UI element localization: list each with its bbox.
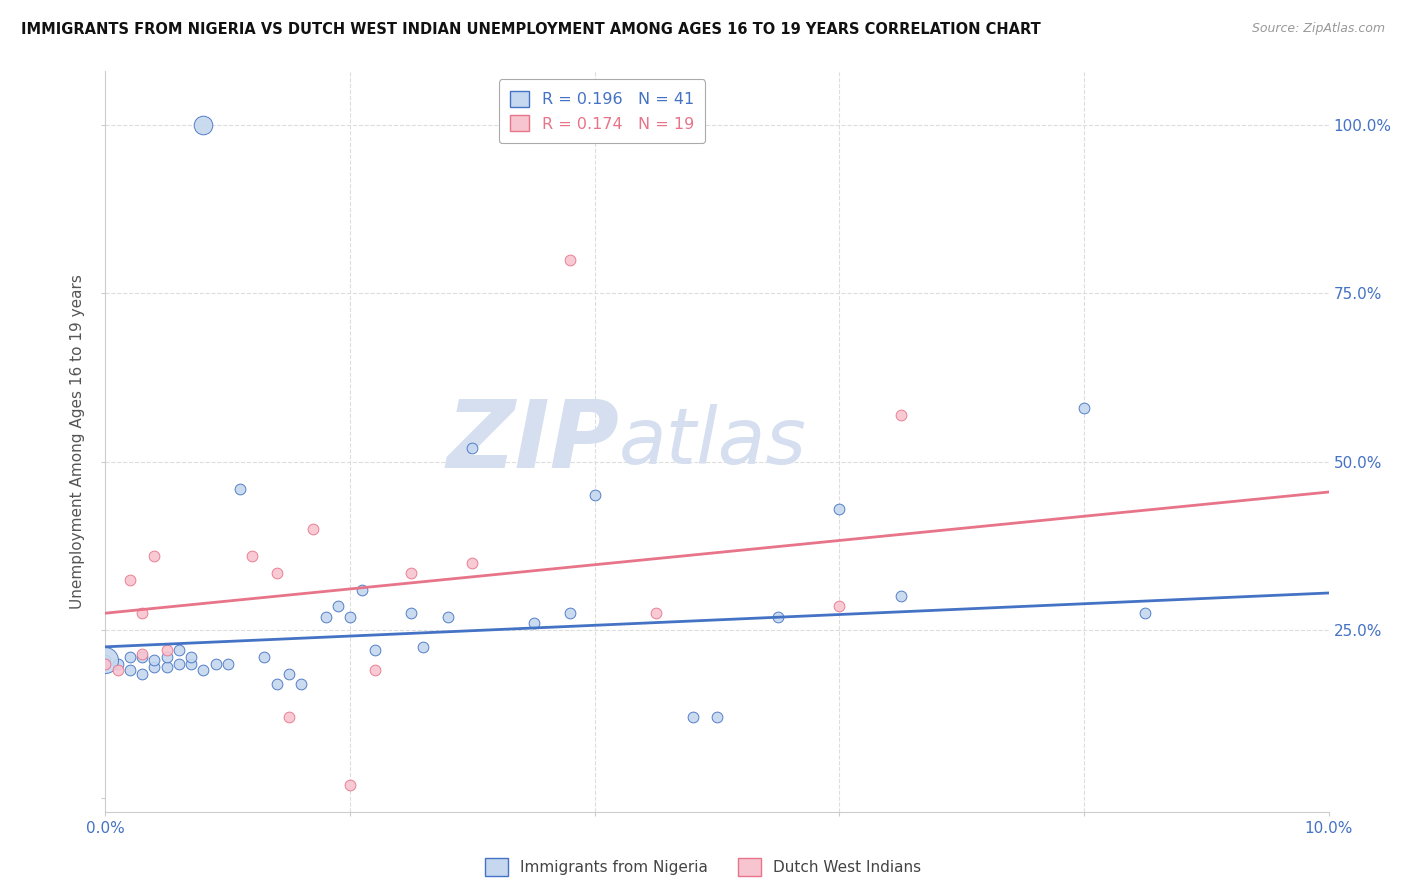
- Point: [302, 522, 325, 536]
- Point: [143, 549, 166, 563]
- Point: [583, 488, 606, 502]
- Legend: Immigrants from Nigeria, Dutch West Indians: Immigrants from Nigeria, Dutch West Indi…: [478, 852, 928, 882]
- Point: [461, 442, 484, 456]
- Point: [217, 657, 239, 671]
- Point: [523, 616, 546, 631]
- Point: [240, 549, 263, 563]
- Point: [229, 482, 252, 496]
- Point: [1073, 401, 1095, 415]
- Point: [437, 609, 460, 624]
- Point: [363, 643, 385, 657]
- Point: [107, 664, 129, 678]
- Point: [560, 252, 582, 267]
- Point: [118, 649, 141, 664]
- Y-axis label: Unemployment Among Ages 16 to 19 years: Unemployment Among Ages 16 to 19 years: [70, 274, 86, 609]
- Point: [143, 653, 166, 667]
- Point: [167, 657, 190, 671]
- Point: [315, 609, 337, 624]
- Text: ZIP: ZIP: [446, 395, 619, 488]
- Point: [352, 582, 374, 597]
- Point: [131, 647, 153, 661]
- Point: [118, 573, 141, 587]
- Point: [131, 666, 153, 681]
- Point: [401, 606, 423, 620]
- Point: [143, 660, 166, 674]
- Point: [889, 408, 911, 422]
- Point: [828, 599, 851, 614]
- Text: atlas: atlas: [619, 403, 807, 480]
- Point: [644, 606, 666, 620]
- Text: IMMIGRANTS FROM NIGERIA VS DUTCH WEST INDIAN UNEMPLOYMENT AMONG AGES 16 TO 19 YE: IMMIGRANTS FROM NIGERIA VS DUTCH WEST IN…: [21, 22, 1040, 37]
- Point: [461, 556, 484, 570]
- Point: [560, 606, 582, 620]
- Point: [155, 649, 177, 664]
- Point: [94, 653, 117, 667]
- Point: [278, 666, 301, 681]
- Point: [682, 710, 704, 724]
- Point: [107, 657, 129, 671]
- Point: [326, 599, 349, 614]
- Point: [131, 649, 153, 664]
- Point: [401, 566, 423, 580]
- Point: [94, 653, 117, 667]
- Point: [363, 664, 385, 678]
- Point: [768, 609, 790, 624]
- Point: [193, 118, 215, 132]
- Point: [290, 677, 312, 691]
- Point: [339, 778, 361, 792]
- Point: [266, 566, 288, 580]
- Point: [828, 501, 851, 516]
- Point: [193, 664, 215, 678]
- Point: [180, 649, 202, 664]
- Point: [253, 649, 276, 664]
- Point: [339, 609, 361, 624]
- Point: [412, 640, 434, 654]
- Point: [131, 606, 153, 620]
- Point: [180, 657, 202, 671]
- Legend: R = 0.196   N = 41, R = 0.174   N = 19: R = 0.196 N = 41, R = 0.174 N = 19: [499, 79, 706, 143]
- Point: [155, 660, 177, 674]
- Point: [1133, 606, 1156, 620]
- Point: [167, 643, 190, 657]
- Point: [204, 657, 226, 671]
- Text: Source: ZipAtlas.com: Source: ZipAtlas.com: [1251, 22, 1385, 36]
- Point: [278, 710, 301, 724]
- Point: [889, 590, 911, 604]
- Point: [118, 664, 141, 678]
- Point: [155, 643, 177, 657]
- Point: [706, 710, 728, 724]
- Point: [94, 657, 117, 671]
- Point: [266, 677, 288, 691]
